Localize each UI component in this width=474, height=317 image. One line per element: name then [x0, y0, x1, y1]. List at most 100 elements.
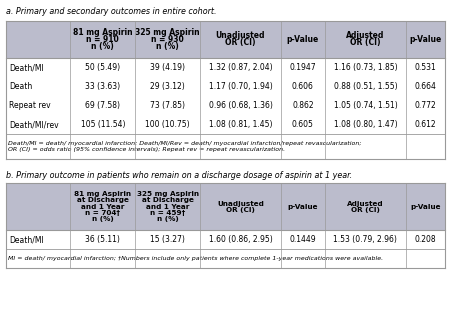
Text: OR (CI): OR (CI)	[350, 38, 381, 47]
Bar	[281, 21, 325, 58]
Text: 100 (10.75): 100 (10.75)	[146, 120, 190, 129]
Bar	[406, 96, 445, 115]
Text: n (%): n (%)	[92, 217, 114, 222]
Text: p-Value: p-Value	[287, 35, 319, 44]
Text: 81 mg Aspirin: 81 mg Aspirin	[74, 191, 131, 197]
Bar	[135, 21, 200, 58]
Text: 0.208: 0.208	[415, 235, 437, 244]
Text: 1.08 (0.80, 1.47): 1.08 (0.80, 1.47)	[334, 120, 397, 129]
Text: 0.612: 0.612	[415, 120, 437, 129]
Text: 0.606: 0.606	[292, 82, 314, 91]
Text: Adjusted: Adjusted	[346, 31, 384, 40]
Text: 69 (7.58): 69 (7.58)	[85, 101, 120, 110]
Text: Death/MI: Death/MI	[9, 235, 44, 244]
Bar	[71, 58, 135, 77]
Text: 0.862: 0.862	[292, 101, 314, 110]
Bar	[200, 77, 281, 96]
Bar	[406, 230, 445, 249]
Bar	[281, 96, 325, 115]
Bar	[135, 58, 200, 77]
Text: b. Primary outcome in patients who remain on a discharge dosage of aspirin at 1 : b. Primary outcome in patients who remai…	[6, 171, 352, 179]
Text: 325 mg Aspirin: 325 mg Aspirin	[137, 191, 199, 197]
Bar	[200, 183, 281, 230]
Bar	[200, 96, 281, 115]
Text: 105 (11.54): 105 (11.54)	[81, 120, 125, 129]
Text: 325 mg Aspirin: 325 mg Aspirin	[135, 28, 200, 37]
Bar	[6, 183, 71, 230]
Bar	[200, 58, 281, 77]
Bar	[135, 115, 200, 134]
Text: 1.08 (0.81, 1.45): 1.08 (0.81, 1.45)	[209, 120, 272, 129]
Text: at Discharge: at Discharge	[142, 197, 193, 203]
Text: 36 (5.11): 36 (5.11)	[85, 235, 120, 244]
Bar	[135, 183, 200, 230]
Text: 0.1449: 0.1449	[290, 235, 316, 244]
Bar	[325, 230, 406, 249]
Bar	[406, 21, 445, 58]
Bar	[281, 183, 325, 230]
Bar	[325, 58, 406, 77]
Bar	[325, 96, 406, 115]
Bar	[135, 77, 200, 96]
Text: MI = death/ myocardial infarction; †Numbers include only patients where complete: MI = death/ myocardial infarction; †Numb…	[8, 256, 383, 261]
Text: 15 (3.27): 15 (3.27)	[150, 235, 185, 244]
Text: 0.664: 0.664	[415, 82, 437, 91]
Bar	[6, 230, 71, 249]
Text: 1.53 (0.79, 2.96): 1.53 (0.79, 2.96)	[333, 235, 397, 244]
Bar	[200, 230, 281, 249]
Text: and 1 Year: and 1 Year	[146, 204, 189, 210]
Bar	[71, 230, 135, 249]
Text: at Discharge: at Discharge	[77, 197, 129, 203]
Bar	[281, 58, 325, 77]
Text: 39 (4.19): 39 (4.19)	[150, 63, 185, 72]
Bar	[135, 96, 200, 115]
Text: Adjusted: Adjusted	[347, 201, 383, 206]
Bar	[281, 77, 325, 96]
Text: 29 (3.12): 29 (3.12)	[150, 82, 185, 91]
Bar	[200, 21, 281, 58]
Bar	[281, 115, 325, 134]
Text: n = 910: n = 910	[86, 35, 119, 44]
Bar	[406, 183, 445, 230]
Text: 0.1947: 0.1947	[290, 63, 316, 72]
Text: 0.531: 0.531	[415, 63, 437, 72]
Bar	[71, 77, 135, 96]
Text: 1.60 (0.86, 2.95): 1.60 (0.86, 2.95)	[209, 235, 273, 244]
Text: Unadjusted: Unadjusted	[217, 201, 264, 206]
Text: 1.32 (0.87, 2.04): 1.32 (0.87, 2.04)	[209, 63, 272, 72]
Text: 50 (5.49): 50 (5.49)	[85, 63, 120, 72]
Text: Death/MI: Death/MI	[9, 63, 44, 72]
Text: 0.96 (0.68, 1.36): 0.96 (0.68, 1.36)	[209, 101, 273, 110]
Bar	[325, 21, 406, 58]
Text: n = 459†: n = 459†	[150, 210, 185, 216]
Text: n (%): n (%)	[157, 217, 179, 222]
Text: OR (CI): OR (CI)	[351, 207, 380, 213]
Bar	[325, 77, 406, 96]
Text: 73 (7.85): 73 (7.85)	[150, 101, 185, 110]
Text: OR (CI): OR (CI)	[226, 207, 255, 213]
Bar	[6, 77, 71, 96]
Bar	[6, 249, 468, 268]
Text: Death: Death	[9, 82, 33, 91]
Bar	[200, 115, 281, 134]
Bar	[71, 183, 135, 230]
Bar	[6, 115, 71, 134]
Bar	[325, 183, 406, 230]
Text: Death/MI/rev: Death/MI/rev	[9, 120, 59, 129]
Bar	[71, 115, 135, 134]
Bar	[406, 115, 445, 134]
Bar	[406, 77, 445, 96]
Text: 33 (3.63): 33 (3.63)	[85, 82, 120, 91]
Text: Unadjusted: Unadjusted	[216, 31, 265, 40]
Text: n (%): n (%)	[91, 42, 114, 51]
Text: OR (CI): OR (CI)	[225, 38, 255, 47]
Text: 1.17 (0.70, 1.94): 1.17 (0.70, 1.94)	[209, 82, 273, 91]
Text: 0.605: 0.605	[292, 120, 314, 129]
Text: n = 704†: n = 704†	[85, 210, 120, 216]
Text: 0.88 (0.51, 1.55): 0.88 (0.51, 1.55)	[334, 82, 397, 91]
Text: n (%): n (%)	[156, 42, 179, 51]
Bar	[6, 134, 468, 159]
Bar	[406, 58, 445, 77]
Bar	[6, 21, 71, 58]
Text: 1.16 (0.73, 1.85): 1.16 (0.73, 1.85)	[334, 63, 397, 72]
